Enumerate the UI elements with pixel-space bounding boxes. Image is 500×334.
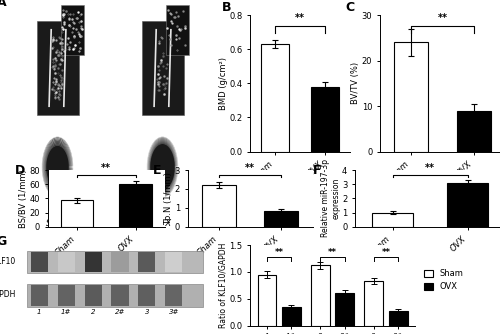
Bar	[311, 266, 330, 326]
Bar	[138, 252, 156, 273]
Bar	[394, 42, 428, 152]
Bar	[58, 252, 75, 273]
Bar	[311, 87, 339, 152]
Bar	[60, 200, 93, 227]
Bar	[258, 275, 276, 326]
Legend: Sham, OVX: Sham, OVX	[424, 269, 463, 291]
Bar	[447, 183, 488, 227]
Bar	[112, 285, 128, 306]
Ellipse shape	[42, 137, 73, 197]
Bar	[372, 212, 413, 227]
Y-axis label: BV/TV (%): BV/TV (%)	[352, 62, 360, 105]
Bar	[264, 211, 298, 227]
Text: 2: 2	[91, 309, 96, 315]
Bar	[389, 311, 407, 326]
Text: 3: 3	[144, 309, 149, 315]
Text: **: **	[274, 247, 283, 257]
Y-axis label: BMD (g/cm²): BMD (g/cm²)	[218, 57, 228, 110]
Bar	[112, 252, 128, 273]
Bar	[261, 44, 289, 152]
Bar	[336, 293, 354, 326]
Text: E: E	[152, 164, 161, 177]
Bar	[364, 281, 383, 326]
Bar	[26, 284, 203, 307]
Bar	[456, 111, 491, 152]
Text: 1: 1	[37, 309, 42, 315]
Text: F: F	[313, 164, 322, 177]
Text: 1#: 1#	[61, 309, 72, 315]
Y-axis label: Relative miR-197-3p
expression: Relative miR-197-3p expression	[321, 159, 340, 237]
Y-axis label: BS/BV (1/mm): BS/BV (1/mm)	[19, 169, 28, 228]
Text: 2#: 2#	[115, 309, 125, 315]
Bar	[138, 285, 156, 306]
Text: **: **	[425, 163, 435, 173]
Y-axis label: Ratio of KLF10/GAPDH: Ratio of KLF10/GAPDH	[219, 243, 228, 328]
Bar	[165, 252, 182, 273]
Bar	[26, 251, 203, 273]
Text: B: B	[222, 1, 232, 14]
Bar	[31, 285, 48, 306]
Bar	[165, 285, 182, 306]
Bar	[84, 252, 102, 273]
Text: **: **	[438, 13, 448, 23]
Text: G: G	[0, 235, 6, 248]
Bar	[282, 307, 300, 326]
Bar	[60, 5, 84, 54]
Text: 3#: 3#	[168, 309, 179, 315]
Y-axis label: Tb.N (1/mm): Tb.N (1/mm)	[164, 172, 173, 225]
Text: **: **	[101, 163, 111, 173]
Text: **: **	[295, 13, 305, 23]
Ellipse shape	[147, 137, 178, 197]
Bar	[58, 285, 75, 306]
Bar	[142, 21, 184, 115]
Text: D: D	[14, 164, 25, 177]
Text: **: **	[328, 247, 337, 257]
Text: **: **	[382, 247, 390, 257]
Bar	[120, 184, 152, 227]
Text: Sham: Sham	[46, 219, 70, 228]
Text: A: A	[0, 0, 6, 9]
Text: **: **	[245, 163, 255, 173]
Bar	[36, 21, 78, 115]
Bar	[166, 5, 188, 54]
Bar	[31, 252, 48, 273]
Text: KLF10: KLF10	[0, 257, 16, 266]
Bar	[84, 285, 102, 306]
Text: GAPDH: GAPDH	[0, 290, 16, 299]
Text: OVX: OVX	[154, 219, 172, 228]
Text: C: C	[345, 1, 354, 14]
Bar	[202, 185, 236, 227]
